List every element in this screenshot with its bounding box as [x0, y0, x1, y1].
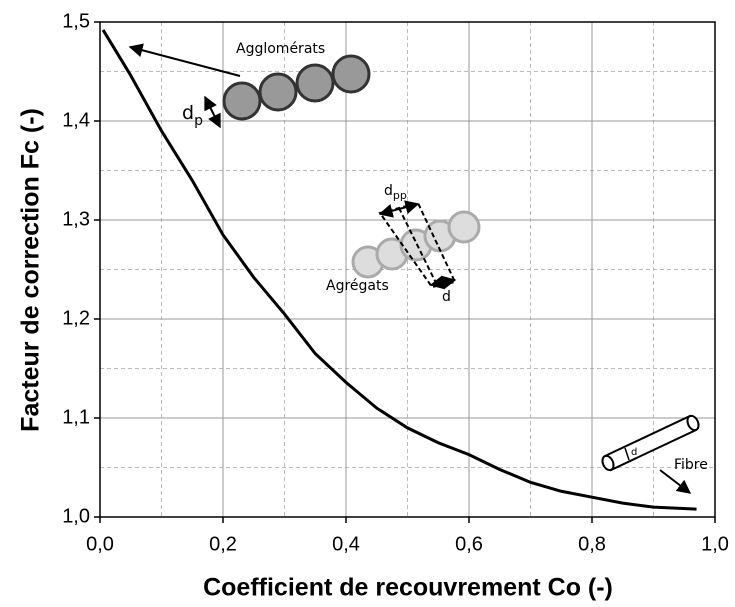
- annotation: d: [442, 289, 451, 305]
- aggregates-illustration: [353, 203, 479, 287]
- annotation-subscript: p: [194, 113, 203, 129]
- y-tick-label: 1,5: [62, 10, 90, 32]
- x-tick-label: 1,0: [701, 533, 729, 555]
- x-tick-label: 0,6: [455, 533, 483, 555]
- y-tick-label: 1,4: [62, 109, 90, 131]
- y-tick-label: 1,0: [62, 505, 90, 527]
- x-axis-title: Coefficient de recouvrement Co (-): [203, 574, 613, 602]
- annotation-text: d: [384, 183, 393, 199]
- y-tick-label: 1,3: [62, 208, 90, 230]
- y-axis-title: Facteur de correction Fc (-): [17, 108, 45, 432]
- fibre-illustration: [600, 414, 700, 493]
- y-tick-label: 1,1: [62, 406, 90, 428]
- y-tick-label: 1,2: [62, 307, 90, 329]
- annotation-text: d: [182, 102, 194, 124]
- annotation: dpp: [384, 183, 407, 202]
- x-tick-label: 0,2: [209, 533, 237, 555]
- annotation: dp: [182, 102, 203, 130]
- x-tick-label: 0,4: [332, 533, 360, 555]
- x-tick-label: 0,8: [578, 533, 606, 555]
- annotation: Fibre: [674, 457, 708, 473]
- chart: 0,0 0,2 0,4 0,6 0,8 1,0 1,0 1,1 1,2 1,3 1,4 1,5 Coe…: [0, 0, 735, 607]
- annotation-subscript: pp: [393, 189, 407, 202]
- x-tick-label: 0,0: [86, 533, 114, 555]
- annotation: Agglomérats: [236, 41, 325, 57]
- grid: [100, 22, 715, 517]
- annotation: d: [631, 447, 637, 458]
- agglomerates-illustration: [130, 47, 369, 127]
- ticks: 0,0 0,2 0,4 0,6 0,8 1,0 1,0 1,1 1,2 1,3 1,4 1,5: [62, 10, 729, 555]
- annotation: Agrégats: [326, 278, 389, 294]
